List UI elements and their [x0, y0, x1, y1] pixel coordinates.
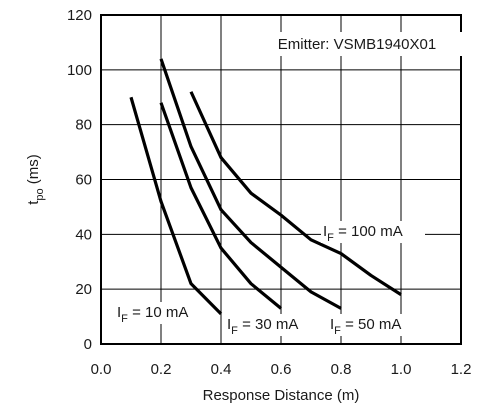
- y-tick-label: 20: [75, 281, 92, 298]
- series-lines: [131, 59, 401, 314]
- y-tick-label: 40: [75, 226, 92, 243]
- emitter-annotation-box: Emitter: VSMB1940X01: [242, 32, 472, 56]
- x-tick-label: 1.0: [391, 361, 412, 378]
- emitter-annotation: Emitter: VSMB1940X01: [278, 36, 436, 53]
- x-tick-label: 0.4: [211, 361, 232, 378]
- series-label-rest: = 10 mA: [128, 304, 188, 321]
- series-label-rest: = 30 mA: [238, 316, 298, 333]
- y-axis-title: tpo (ms): [25, 154, 46, 205]
- series-line-3: [191, 92, 401, 295]
- x-tick-label: 0.0: [91, 361, 112, 378]
- y-axis-title-subscript: po: [34, 188, 46, 200]
- y-tick-label: 120: [67, 7, 92, 24]
- series-label-rest: = 100 mA: [334, 223, 403, 240]
- y-tick-label: 100: [67, 62, 92, 79]
- y-tick-label: 80: [75, 117, 92, 134]
- x-tick-label: 0.2: [151, 361, 172, 378]
- x-tick-label: 1.2: [451, 361, 472, 378]
- y-tick-label: 60: [75, 172, 92, 189]
- x-tick-label: 0.6: [271, 361, 292, 378]
- series-label-rest: = 50 mA: [341, 316, 401, 333]
- x-axis-title: Response Distance (m): [203, 387, 360, 404]
- x-tick-label: 0.8: [331, 361, 352, 378]
- y-axis-title-unit: (ms): [25, 154, 42, 188]
- y-tick-label: 0: [84, 336, 92, 353]
